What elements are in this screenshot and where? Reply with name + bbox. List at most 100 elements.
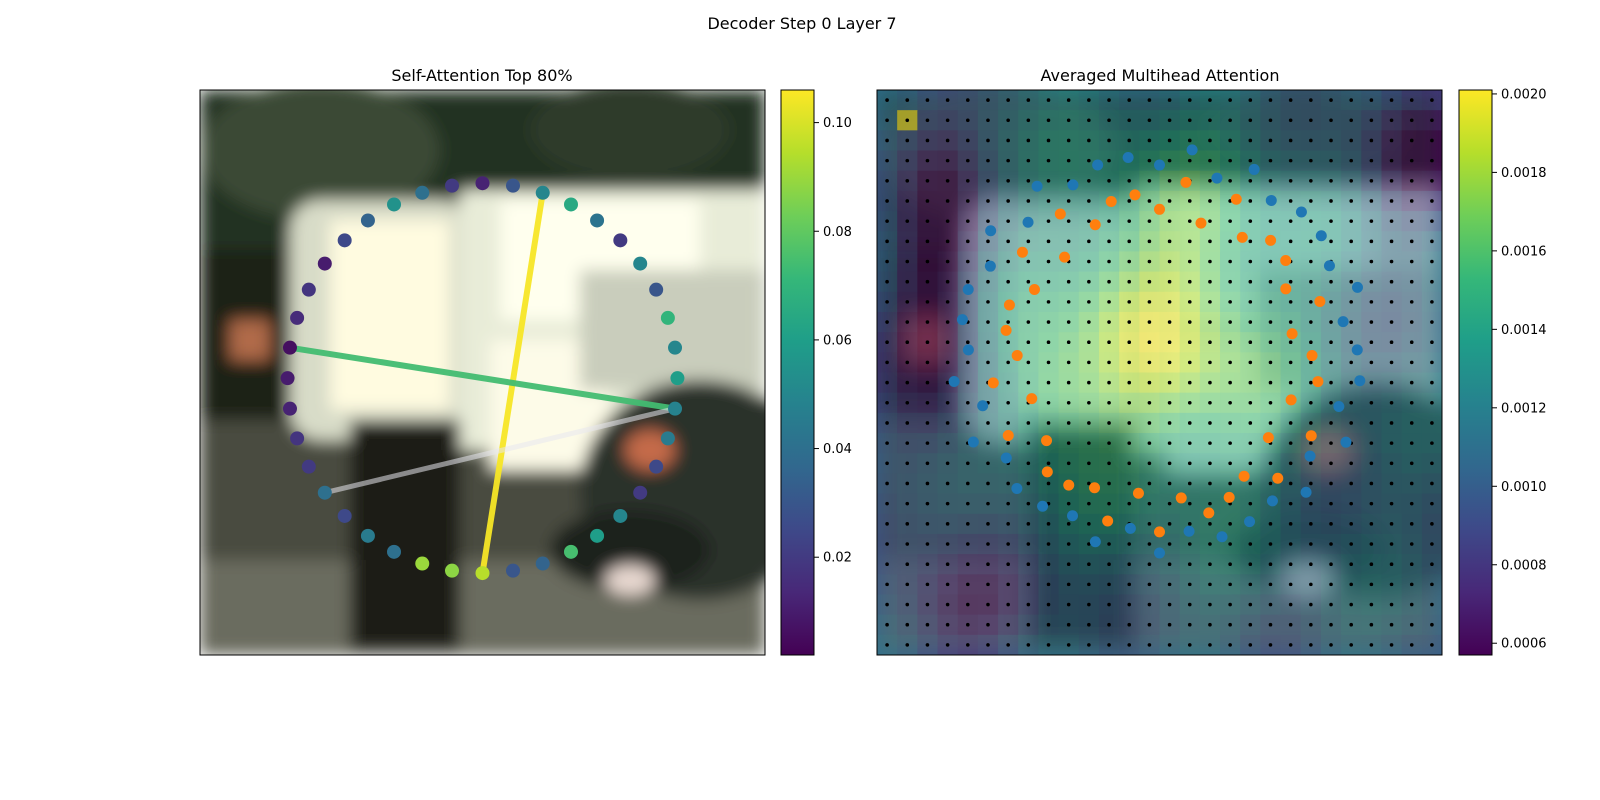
grid-dot <box>1147 199 1152 203</box>
grid-dot <box>1066 501 1071 506</box>
reference-point <box>1000 452 1012 464</box>
grid-dot <box>1087 400 1091 405</box>
grid-dot <box>1248 259 1253 264</box>
grid-dot <box>1107 380 1111 385</box>
grid-dot <box>1187 259 1192 264</box>
grid-dot <box>1006 400 1010 405</box>
grid-dot <box>1430 179 1434 183</box>
grid-dot <box>1087 158 1091 163</box>
grid-dot <box>1409 219 1414 223</box>
grid-dot <box>1208 179 1212 183</box>
sampled-offset-point <box>1285 394 1297 406</box>
grid-dot <box>1208 98 1212 102</box>
reference-point <box>1031 180 1043 192</box>
grid-dot <box>1309 360 1313 365</box>
grid-dot <box>1389 340 1394 345</box>
sampled-offset-point <box>1102 515 1114 527</box>
grid-dot <box>1349 501 1353 506</box>
grid-dot <box>1409 259 1414 264</box>
grid-dot <box>1268 259 1273 264</box>
grid-dot <box>1066 239 1071 244</box>
grid-dot <box>925 360 930 365</box>
grid-dot <box>986 340 990 345</box>
grid-dot <box>966 501 970 506</box>
grid-dot <box>1430 98 1434 102</box>
grid-dot <box>966 118 970 123</box>
grid-dot <box>1369 441 1374 445</box>
reference-point <box>1340 436 1352 448</box>
reference-point <box>1315 230 1327 242</box>
reference-point <box>1351 344 1363 356</box>
grid-dot <box>925 259 930 264</box>
grid-dot <box>1389 360 1394 365</box>
grid-dot <box>885 138 889 143</box>
grid-dot <box>1107 421 1111 425</box>
grid-dot <box>1309 622 1313 627</box>
grid-dot <box>905 522 910 526</box>
grid-dot <box>1147 622 1152 627</box>
grid-dot <box>1349 400 1353 405</box>
grid-dot <box>1309 158 1313 163</box>
grid-dot <box>1026 643 1031 647</box>
grid-dot <box>1127 643 1132 647</box>
grid-dot <box>1268 602 1273 607</box>
attention-point <box>668 340 683 355</box>
grid-dot <box>1087 481 1091 486</box>
grid-dot <box>945 98 950 102</box>
grid-dot <box>1288 643 1293 647</box>
grid-dot <box>1430 522 1434 526</box>
grid-dot <box>1248 158 1253 163</box>
colorbar-tick-label: 0.0010 <box>1501 480 1547 495</box>
sampled-offset-point <box>1180 176 1192 188</box>
grid-dot <box>1046 199 1051 203</box>
sampled-offset-point <box>1154 526 1165 538</box>
grid-dot <box>1208 421 1212 425</box>
reference-point <box>1244 516 1256 528</box>
grid-dot <box>1107 179 1111 183</box>
grid-dot <box>1369 421 1374 425</box>
grid-dot <box>1309 421 1313 425</box>
grid-dot <box>1046 300 1051 304</box>
grid-dot <box>1288 340 1293 345</box>
grid-dot <box>1147 179 1152 183</box>
grid-dot <box>1147 380 1152 385</box>
grid-dot <box>1349 199 1353 203</box>
grid-dot <box>1329 643 1333 647</box>
grid-dot <box>1066 360 1071 365</box>
grid-dot <box>885 622 889 627</box>
grid-dot <box>986 300 990 304</box>
grid-dot <box>1046 179 1051 183</box>
grid-dot <box>1349 602 1353 607</box>
grid-dot <box>966 461 970 466</box>
grid-dot <box>905 138 910 143</box>
grid-dot <box>1006 199 1010 203</box>
colorbar-tick-label: 0.04 <box>823 442 852 457</box>
grid-dot <box>1087 219 1091 223</box>
grid-dot <box>1107 118 1111 123</box>
colorbar-tick-label: 0.10 <box>823 116 852 131</box>
grid-dot <box>905 219 910 223</box>
grid-dot <box>1087 199 1091 203</box>
grid-dot <box>925 98 930 102</box>
grid-dot <box>1369 400 1374 405</box>
grid-dot <box>1409 602 1414 607</box>
grid-dot <box>1208 441 1212 445</box>
attention-point <box>590 213 605 228</box>
grid-dot <box>1006 219 1010 223</box>
grid-dot <box>1046 582 1051 587</box>
grid-dot <box>966 542 970 546</box>
grid-dot <box>1389 582 1394 587</box>
grid-dot <box>1026 380 1031 385</box>
grid-dot <box>1046 219 1051 223</box>
grid-dot <box>925 602 930 607</box>
grid-dot <box>1288 481 1293 486</box>
attention-point <box>649 459 664 474</box>
grid-dot <box>1187 602 1192 607</box>
grid-dot <box>1087 602 1091 607</box>
grid-dot <box>1409 199 1414 203</box>
grid-dot <box>966 643 970 647</box>
grid-dot <box>1147 461 1152 466</box>
grid-dot <box>1006 259 1010 264</box>
reference-point <box>1154 159 1165 171</box>
grid-dot <box>1228 340 1232 345</box>
